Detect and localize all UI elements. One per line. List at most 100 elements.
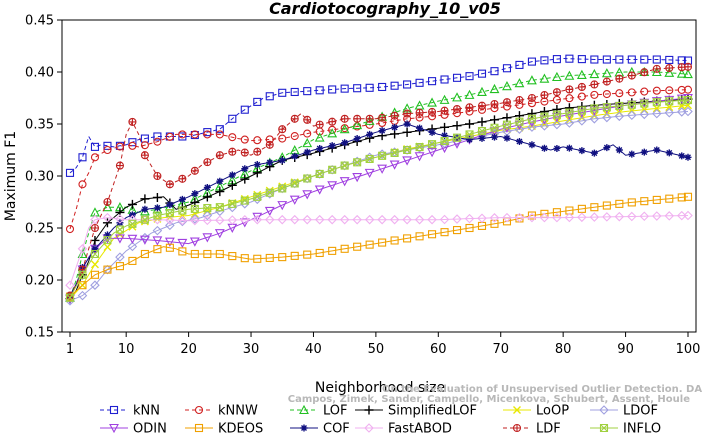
data-point-odin xyxy=(289,195,300,205)
data-point-knn xyxy=(253,97,262,106)
data-point-odin xyxy=(352,172,363,183)
data-point-fastabod xyxy=(65,280,75,290)
data-point-kdeos xyxy=(215,249,224,259)
data-point-ldf xyxy=(365,114,374,123)
series-line-inflo xyxy=(69,99,689,298)
data-point-knn xyxy=(590,55,599,64)
data-point-kdeos xyxy=(602,201,611,210)
data-point-ldf xyxy=(527,93,536,103)
data-point-fastabod xyxy=(252,214,263,225)
data-point-fastabod xyxy=(664,211,675,221)
data-point-odin xyxy=(277,201,288,211)
data-point-inflo xyxy=(565,108,574,117)
data-point-knn xyxy=(328,85,337,94)
data-point-lof xyxy=(102,202,113,212)
data-point-simplifiedlof xyxy=(252,168,262,178)
data-point-inflo xyxy=(527,114,536,123)
y-axis-label: Maximum F1 xyxy=(3,131,19,221)
data-point-ldof xyxy=(127,241,138,252)
chart-title: Cardiotocography_10_v05 xyxy=(269,0,501,18)
data-point-inflo xyxy=(103,236,112,245)
data-point-inflo xyxy=(90,249,100,259)
data-point-kdeos xyxy=(428,230,437,239)
data-point-knnw xyxy=(290,132,299,141)
data-point-ldf xyxy=(440,106,449,115)
data-point-knn xyxy=(65,168,75,177)
data-point-simplifiedlof xyxy=(140,194,150,204)
data-point-kdeos xyxy=(228,252,237,261)
y-tick-label: 0.30 xyxy=(25,170,54,185)
data-point-simplifiedlof xyxy=(402,127,412,137)
data-point-ldf xyxy=(203,158,212,167)
x-tick-label: 80 xyxy=(555,342,572,357)
x-tick-label: 10 xyxy=(118,342,135,357)
y-tick-label: 0.45 xyxy=(25,14,54,29)
data-point-cof xyxy=(603,144,611,152)
data-point-lof xyxy=(489,83,500,94)
data-point-cof xyxy=(278,156,286,164)
data-point-ldf xyxy=(390,111,399,120)
data-point-inflo xyxy=(665,97,674,106)
data-point-fastabod xyxy=(402,214,412,225)
data-point-knn xyxy=(290,87,299,97)
data-point-knn xyxy=(502,64,512,73)
data-point-simplifiedlof xyxy=(440,122,450,132)
data-point-knn xyxy=(265,92,274,101)
data-point-cof xyxy=(366,130,374,138)
data-point-inflo xyxy=(365,154,374,163)
data-point-fastabod xyxy=(389,214,400,225)
data-point-knn xyxy=(640,55,649,64)
series-line-odin xyxy=(69,97,689,299)
data-point-ldf xyxy=(315,120,324,129)
data-point-cof xyxy=(391,123,399,131)
legend-marker xyxy=(109,423,119,434)
data-point-fastabod xyxy=(552,212,562,223)
data-point-knnw xyxy=(278,134,287,143)
series-fastabod xyxy=(65,210,693,290)
data-point-ldof xyxy=(90,280,100,290)
data-point-knnw xyxy=(640,87,649,96)
legend-marker xyxy=(364,405,374,415)
data-point-kdeos xyxy=(78,281,87,290)
data-point-cof xyxy=(615,146,623,154)
data-point-kdeos xyxy=(390,236,399,245)
data-point-fastabod xyxy=(352,214,362,225)
data-point-ldf xyxy=(565,85,574,94)
data-point-fastabod xyxy=(377,214,387,225)
data-point-kdeos xyxy=(165,243,174,252)
legend-label: LDOF xyxy=(623,404,658,419)
data-point-odin xyxy=(115,234,125,244)
legend-marker xyxy=(512,423,522,433)
series-line-fastabod xyxy=(69,215,689,286)
data-point-odin xyxy=(339,177,350,187)
data-point-ldof xyxy=(77,290,88,301)
data-point-kdeos xyxy=(365,240,374,249)
data-point-knn xyxy=(240,105,249,114)
data-point-inflo xyxy=(515,117,524,126)
data-point-fastabod xyxy=(240,215,250,225)
legend-label: kNN xyxy=(133,404,160,419)
data-point-fastabod xyxy=(464,213,475,224)
data-point-inflo xyxy=(540,112,549,121)
legend-label: SimplifiedLOF xyxy=(388,404,477,419)
legend-marker xyxy=(599,405,609,415)
data-point-inflo xyxy=(328,165,337,174)
data-point-kdeos xyxy=(590,203,599,212)
data-point-knnw xyxy=(552,95,561,104)
data-point-ldof xyxy=(652,108,662,119)
data-point-knnw xyxy=(203,130,212,139)
data-point-cof xyxy=(428,128,436,136)
data-point-knnw xyxy=(565,94,574,103)
data-point-inflo xyxy=(228,199,237,208)
data-point-cof xyxy=(266,158,274,166)
data-point-ldof xyxy=(589,114,600,124)
data-point-inflo xyxy=(153,211,162,220)
data-point-knnw xyxy=(103,145,112,155)
data-point-knn xyxy=(415,78,424,87)
data-point-ldf xyxy=(683,62,693,71)
data-point-inflo xyxy=(440,137,449,146)
legend-item-ldof: LDOF xyxy=(590,404,658,419)
data-point-kdeos xyxy=(627,198,636,207)
data-point-inflo xyxy=(265,188,274,197)
